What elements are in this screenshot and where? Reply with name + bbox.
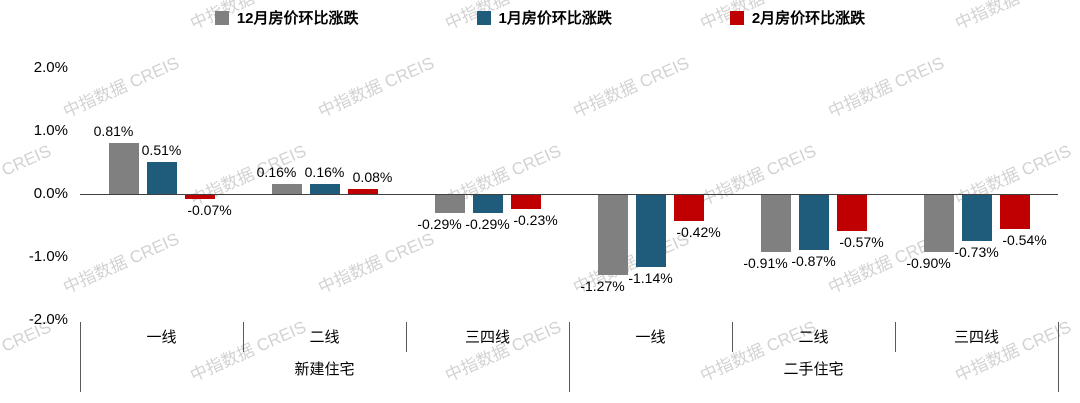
data-label: -0.07%: [187, 202, 232, 219]
category-label: 一线: [146, 329, 177, 346]
bar-series-3: [510, 195, 541, 210]
bar-series-1: [108, 142, 139, 194]
data-label: 0.08%: [352, 168, 393, 185]
bar-series-1: [923, 195, 954, 252]
category-group-label: 新建住宅: [294, 361, 355, 378]
category-label: 三四线: [953, 329, 999, 346]
data-label: -0.54%: [1002, 232, 1047, 249]
axis-separator: [569, 322, 570, 392]
axis-separator: [895, 322, 896, 352]
y-axis-tick-label: 2.0%: [33, 59, 68, 76]
y-axis-tick-label: 1.0%: [33, 122, 68, 139]
y-axis-tick-label: -2.0%: [28, 311, 68, 328]
data-label: -0.29%: [417, 216, 462, 233]
axis-separator: [406, 322, 407, 352]
legend-swatch: [729, 10, 744, 25]
y-axis-tick-label: 0.0%: [33, 185, 68, 202]
data-label: -0.29%: [465, 216, 510, 233]
bar-series-3: [836, 195, 867, 231]
data-label: 0.16%: [304, 163, 345, 180]
legend-item: 12月房价环比涨跌: [214, 7, 359, 28]
y-axis-tick-label: -1.0%: [28, 248, 68, 265]
bar-series-3: [673, 195, 704, 222]
data-label: 0.81%: [93, 122, 134, 139]
data-label: -0.73%: [954, 243, 999, 260]
bar-series-1: [760, 195, 791, 253]
legend-label: 2月房价环比涨跌: [751, 10, 866, 27]
legend-label: 12月房价环比涨跌: [236, 10, 359, 27]
chart-legend: 12月房价环比涨跌 1月房价环比涨跌 2月房价环比涨跌: [0, 7, 1080, 28]
category-label: 三四线: [464, 329, 510, 346]
legend-swatch: [214, 10, 229, 25]
data-label: -0.90%: [906, 254, 951, 271]
bar-series-2: [798, 195, 829, 250]
category-label: 二线: [309, 329, 340, 346]
bar-series-2: [635, 195, 666, 267]
bar-series-2: [146, 161, 177, 194]
category-label: 二线: [798, 329, 829, 346]
category-label: 一线: [635, 329, 666, 346]
legend-swatch: [476, 10, 491, 25]
bar-series-1: [597, 195, 628, 275]
legend-item: 2月房价环比涨跌: [729, 7, 866, 28]
data-label: -0.23%: [513, 212, 558, 229]
bar-series-1: [271, 183, 302, 194]
data-label: -0.57%: [839, 233, 884, 250]
data-label: 0.51%: [141, 141, 182, 158]
data-label: -0.91%: [743, 255, 788, 272]
bar-series-3: [184, 195, 215, 200]
data-label: -0.42%: [676, 224, 721, 241]
bar-series-1: [434, 195, 465, 214]
legend-label: 1月房价环比涨跌: [498, 10, 612, 27]
bar-series-3: [347, 188, 378, 194]
axis-separator: [1058, 322, 1059, 392]
axis-separator: [732, 322, 733, 352]
bar-series-3: [999, 195, 1030, 230]
category-group-label: 二手住宅: [783, 361, 844, 378]
bar-series-2: [961, 195, 992, 241]
bar-series-2: [472, 195, 503, 214]
x-axis-zero-line: [80, 194, 1058, 195]
data-label: -1.14%: [628, 269, 673, 286]
legend-item: 1月房价环比涨跌: [476, 7, 612, 28]
data-label: -1.27%: [580, 278, 625, 294]
data-label: -0.87%: [791, 252, 836, 269]
axis-separator: [243, 322, 244, 352]
bar-series-2: [309, 183, 340, 194]
axis-separator: [80, 322, 81, 392]
data-label: 0.16%: [256, 163, 297, 180]
